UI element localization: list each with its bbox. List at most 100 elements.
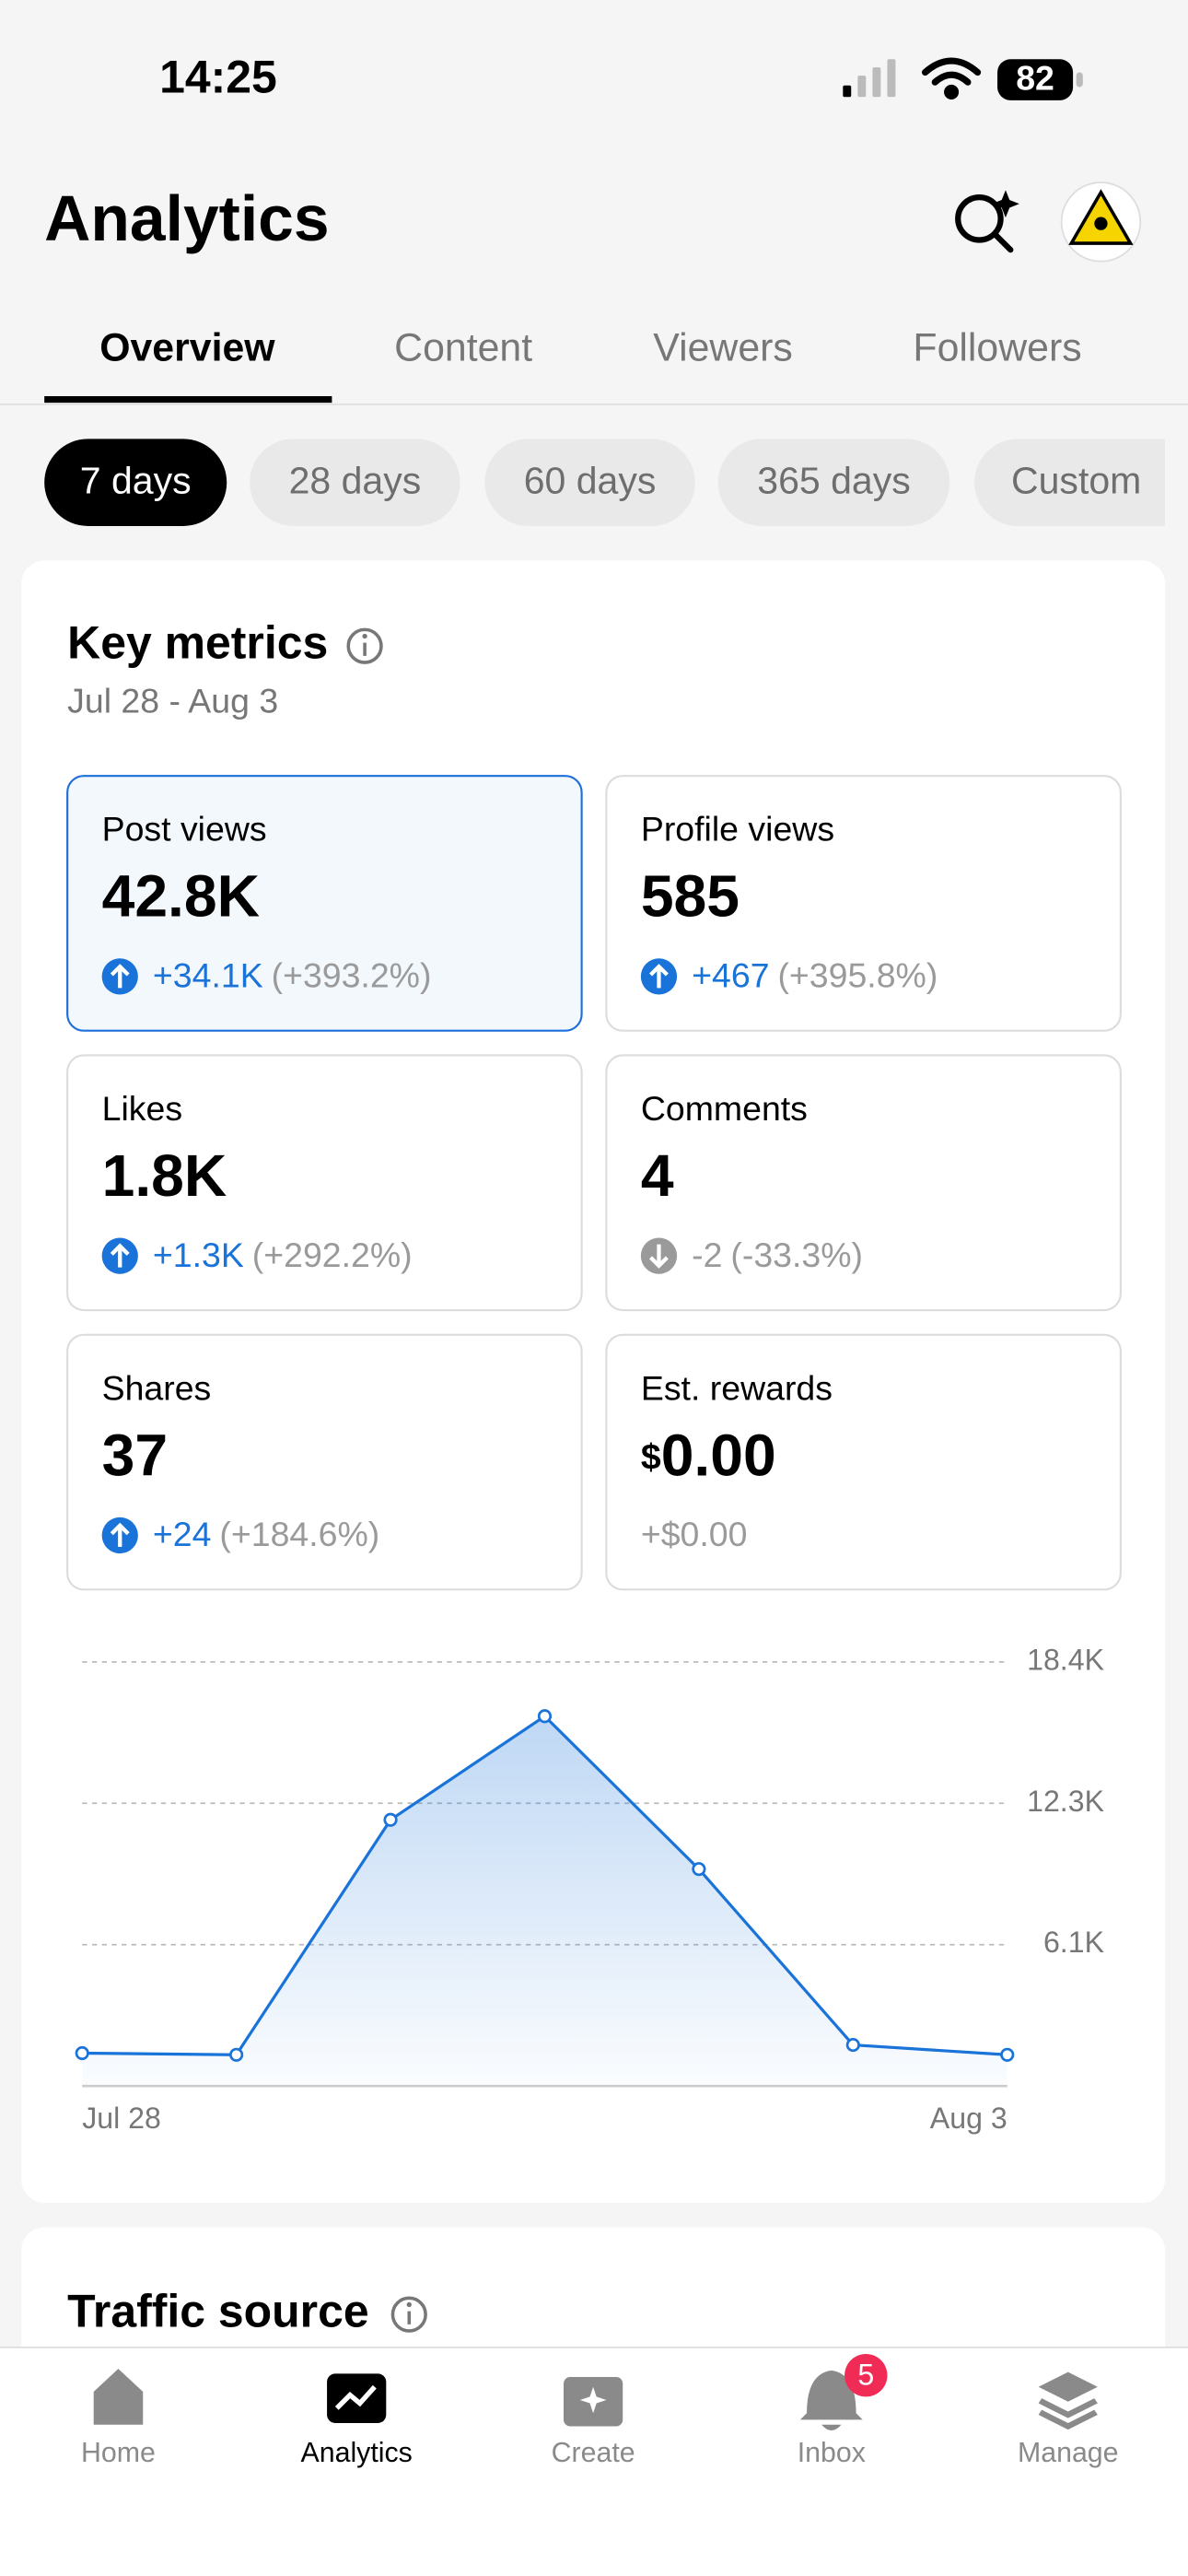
active-tab-indicator [44,395,332,404]
manage-icon[interactable] [1038,2371,1098,2430]
avatar[interactable] [1060,181,1142,263]
metric-value: $0.00 [641,1422,776,1488]
x-tick-label: Jul 28 [82,2102,161,2135]
trend-arrow [110,1522,130,1547]
change-value: -2 [692,1235,722,1274]
nav-label[interactable]: Home [81,2438,156,2468]
metric-card[interactable] [66,775,583,1032]
metric-value-text: 0.00 [661,1422,776,1488]
trend-arrow [110,1243,130,1268]
point [383,1812,398,1827]
range-chip[interactable] [974,439,1188,526]
y-tick-label: 6.1K [1043,1926,1105,1959]
metric-card[interactable] [605,775,1122,1032]
section-title: Key metrics [67,616,328,668]
point [537,1709,553,1724]
point [1000,2047,1015,2062]
metric-currency: $ [641,1437,661,1478]
metric-value: 4 [641,1142,674,1209]
nav-items: Home Analytics Create Inbox Manage [81,2438,1119,2468]
inbox-icon[interactable] [799,2370,863,2430]
point [845,2037,860,2053]
range-chip-label[interactable]: 365 days [757,459,910,501]
range-chip[interactable] [44,439,227,526]
metric-label: Est. rewards [641,1368,833,1407]
time: 14:25 [159,52,277,103]
battery [997,59,1074,100]
metric-value-text: 1.8K [102,1142,227,1209]
range-chip[interactable] [250,439,460,526]
metric-cards: Post views 42.8K +34.1K (+393.2%) Profile vi… [66,775,1122,1591]
home-icon[interactable] [93,2369,144,2425]
range-chip[interactable] [484,439,695,526]
analytics-icon[interactable] [327,2373,387,2423]
change-value: +$0.00 [641,1515,748,1553]
metric-label: Comments [641,1089,808,1128]
metric-card[interactable] [605,1054,1122,1312]
nav-label[interactable]: Create [552,2438,635,2468]
badge [844,2354,888,2397]
tab[interactable]: Viewers [653,325,793,369]
chip-clip [1165,430,1188,533]
nav-label[interactable]: Analytics [300,2438,412,2468]
range-chip-label[interactable]: 60 days [524,459,657,501]
metric-value-text: 37 [102,1422,168,1488]
change-percent: (+292.2%) [252,1235,413,1274]
metric-value-text: 4 [641,1142,674,1209]
info-icon[interactable] [346,627,383,664]
page-title: Analytics [44,182,329,254]
nav-label[interactable]: Inbox [798,2438,866,2468]
battery-level: 82 [1016,58,1054,97]
inbox-badge: 5 [857,2358,874,2391]
range-chip-label[interactable]: Custom [1011,459,1141,501]
create-icon[interactable] [563,2376,623,2427]
change-percent: (+393.2%) [272,956,432,995]
metric-change: +24 (+184.6%) [153,1515,379,1553]
change-value: +1.3K [153,1235,244,1274]
metric-card[interactable] [66,1054,583,1312]
change-percent: (+184.6%) [219,1515,379,1553]
area [82,1715,1007,2087]
section-title: Traffic source [67,2285,369,2336]
tab[interactable]: Overview [99,325,275,369]
point [692,1862,706,1877]
metric-label: Profile views [641,810,834,849]
metric-change: +467 (+395.8%) [692,956,938,995]
battery-tip [1076,72,1083,88]
info-icon[interactable] [390,2296,427,2333]
metric-label: Shares [102,1368,212,1407]
x-tick-label: Aug 3 [930,2102,1007,2135]
range-chips: 7 days 28 days 60 days 365 days Custom [44,430,1188,533]
metric-label: Post views [102,810,267,849]
metric-card[interactable] [605,1333,1122,1591]
range-chip-label[interactable]: 28 days [289,459,422,501]
tab-bar: Overview Content Viewers Followers [99,325,1081,369]
y-tick-label: 12.3K [1027,1785,1104,1818]
signal-icon [843,59,896,98]
metric-value-text: 42.8K [102,863,260,930]
metric-label: Likes [102,1089,182,1128]
metric-value: 585 [641,863,740,930]
metric-change: +1.3K (+292.2%) [153,1235,413,1274]
nav-label[interactable]: Manage [1018,2438,1119,2468]
range-chip[interactable] [717,439,950,526]
y-tick-label: 18.4K [1027,1643,1104,1676]
metric-change: +$0.00 [641,1515,748,1553]
chart: 18.4K 12.3K 6.1K Jul 28 Aug 3 [75,1643,1105,2135]
tab[interactable]: Content [394,325,532,369]
trend-arrow [649,1244,669,1269]
tab[interactable]: Followers [913,325,1081,369]
trend-arrow [110,964,130,989]
change-value: +34.1K [153,956,263,995]
search-button[interactable] [955,190,1019,253]
metric-value: 1.8K [102,1142,227,1209]
metric-value: 37 [102,1422,168,1488]
metric-card[interactable] [66,1333,583,1591]
point [75,2045,89,2061]
metric-value: 42.8K [102,863,260,930]
trend-arrow [649,964,669,989]
range-chip-label[interactable]: 7 days [80,459,192,501]
point [229,2047,244,2062]
